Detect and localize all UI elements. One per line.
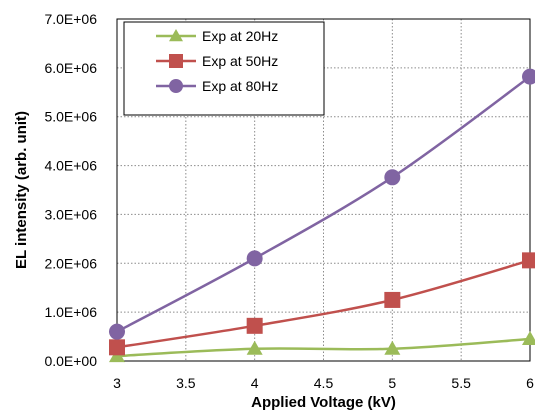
legend-box xyxy=(123,21,325,116)
data-point-circle xyxy=(246,250,263,267)
plot-area-frame xyxy=(116,18,531,362)
x-tick-label: 3 xyxy=(113,375,121,391)
x-tick-label: 4.5 xyxy=(314,375,334,391)
data-point-square xyxy=(384,291,401,308)
x-axis-tick-labels: 3 3.5 4 4.5 5 5.5 6 xyxy=(113,375,534,391)
y-tick-label: 0.0E+00 xyxy=(44,353,97,369)
y-tick-label: 3.0E+06 xyxy=(44,206,97,222)
series-circle xyxy=(109,68,535,340)
data-point-circle xyxy=(384,169,401,186)
legend-item: Exp at 20Hz xyxy=(156,28,278,44)
series-layer xyxy=(109,68,535,363)
y-tick-label: 2.0E+06 xyxy=(44,255,97,271)
data-point-circle xyxy=(109,323,125,340)
data-point-square xyxy=(246,317,263,334)
legend: Exp at 20Hz Exp at 50Hz Exp at 80Hz xyxy=(123,21,325,116)
x-axis-title: Applied Voltage (kV) xyxy=(251,394,396,410)
series-line xyxy=(116,337,531,358)
y-tick-label: 7.0E+06 xyxy=(44,11,97,27)
data-point-triangle xyxy=(246,340,263,355)
legend-label: Exp at 20Hz xyxy=(202,28,278,44)
legend-label: Exp at 80Hz xyxy=(202,78,278,94)
x-tick-label: 3.5 xyxy=(176,375,196,391)
legend-marker-triangle xyxy=(169,29,183,42)
legend-item: Exp at 50Hz xyxy=(156,53,278,69)
series-line xyxy=(116,75,531,333)
y-axis-tick-labels: 0.0E+00 1.0E+06 2.0E+06 3.0E+06 4.0E+06 5.0E+… xyxy=(44,11,97,369)
x-tick-label: 5 xyxy=(388,375,396,391)
y-axis-title: EL intensity (arb. unit) xyxy=(13,111,30,269)
x-tick-label: 5.5 xyxy=(451,375,471,391)
x-tick-label: 4 xyxy=(251,375,259,391)
data-point-square xyxy=(522,252,535,269)
y-tick-label: 1.0E+06 xyxy=(44,304,97,320)
y-tick-label: 6.0E+06 xyxy=(44,60,97,76)
legend-item: Exp at 80Hz xyxy=(156,78,278,94)
data-point-triangle xyxy=(522,331,535,346)
data-point-circle xyxy=(522,68,535,85)
data-point-triangle xyxy=(384,340,401,355)
x-tick-label: 6 xyxy=(526,375,534,391)
y-tick-label: 5.0E+06 xyxy=(44,109,97,125)
data-point-square xyxy=(109,339,125,356)
legend-label: Exp at 50Hz xyxy=(202,53,278,69)
series-line xyxy=(116,259,531,349)
series-triangle xyxy=(109,331,535,363)
legend-marker-circle xyxy=(169,79,183,93)
y-tick-label: 4.0E+06 xyxy=(44,158,97,174)
series-square xyxy=(109,252,535,356)
legend-marker-square xyxy=(169,54,183,68)
